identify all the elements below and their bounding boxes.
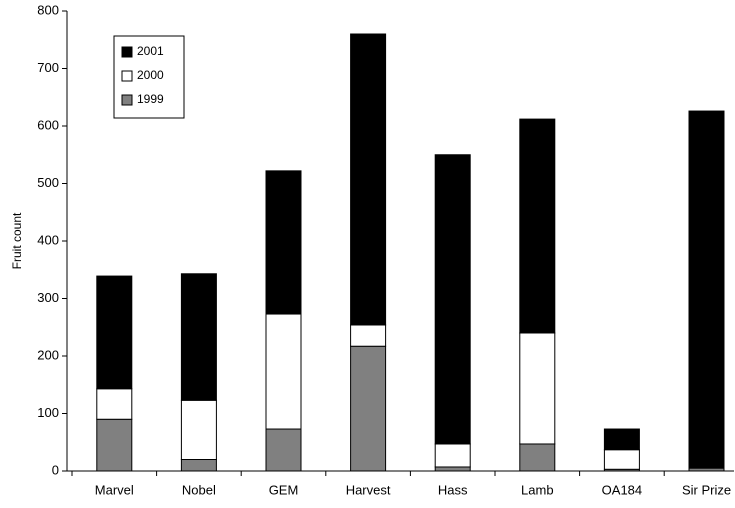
x-tick-label: Nobel (182, 482, 216, 497)
x-tick-label: OA184 (602, 482, 642, 497)
bar-segment (603, 428, 640, 451)
bar-segment (434, 466, 471, 472)
bar-segment (688, 110, 725, 469)
x-tick-label: GEM (269, 482, 299, 497)
x-tick-label: Hass (438, 482, 468, 497)
bar-segment (265, 313, 302, 430)
legend-label: 2000 (137, 68, 164, 82)
legend-label: 2001 (137, 44, 164, 58)
bar-segment (265, 170, 302, 315)
legend-swatch (121, 94, 133, 106)
bar-segment (434, 443, 471, 468)
y-tick-label: 800 (37, 2, 59, 17)
bar-segment (265, 428, 302, 472)
bar-segment (180, 399, 217, 460)
bar-segment (350, 345, 387, 472)
y-tick-label: 0 (52, 462, 59, 477)
bar-segment (180, 459, 217, 472)
bar-segment (96, 418, 133, 472)
x-tick-label: Marvel (95, 482, 134, 497)
bar-segment (519, 332, 556, 445)
y-tick-label: 700 (37, 60, 59, 75)
x-tick-label: Lamb (521, 482, 554, 497)
bar-segment (519, 118, 556, 334)
bar-segment (603, 449, 640, 470)
bar-segment (96, 388, 133, 420)
bar-segment (434, 154, 471, 445)
y-tick-label: 500 (37, 175, 59, 190)
y-tick-label: 300 (37, 290, 59, 305)
y-tick-label: 200 (37, 347, 59, 362)
legend-label: 1999 (137, 92, 164, 106)
y-tick-label: 400 (37, 232, 59, 247)
y-tick-label: 100 (37, 405, 59, 420)
bar-segment (96, 275, 133, 390)
y-axis-label: Fruit count (10, 212, 24, 269)
bar-segment (519, 443, 556, 472)
x-tick-label: Harvest (346, 482, 391, 497)
legend-swatch (121, 70, 133, 82)
bar-segment (180, 273, 217, 401)
y-tick-label: 600 (37, 117, 59, 132)
legend-swatch (121, 46, 133, 58)
bar-segment (350, 33, 387, 326)
x-tick-label: Sir Prize (682, 482, 731, 497)
bar-segment (350, 324, 387, 347)
